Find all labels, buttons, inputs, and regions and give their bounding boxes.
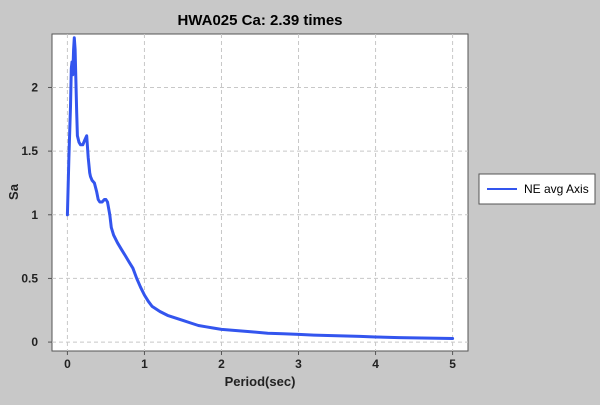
y-tick-label: 2 xyxy=(31,80,38,94)
legend-label: NE avg Axis xyxy=(524,182,589,196)
x-tick-label: 5 xyxy=(449,357,456,371)
series-layer xyxy=(65,36,455,340)
x-axis-title: Period(sec) xyxy=(225,374,296,389)
x-tick-label: 0 xyxy=(64,357,71,371)
x-tick-label: 1 xyxy=(141,357,148,371)
x-tick-label: 3 xyxy=(295,357,302,371)
grid-layer xyxy=(52,34,468,351)
y-tick-label: 1 xyxy=(31,208,38,222)
series-line xyxy=(65,36,455,340)
legend: NE avg Axis xyxy=(478,173,596,205)
plot-area xyxy=(51,33,469,352)
y-tick-label: 0 xyxy=(31,335,38,349)
x-tick-label: 4 xyxy=(372,357,379,371)
y-axis-title: Sa xyxy=(6,183,21,200)
y-tick-label: 1.5 xyxy=(21,144,38,158)
tick-layer: 0 1 2 3 4 5 0 0.5 1 1.5 2 xyxy=(21,80,456,371)
y-tick-label: 0.5 xyxy=(21,271,38,285)
chart-title: HWA025 Ca: 2.39 times xyxy=(177,12,342,29)
x-tick-label: 2 xyxy=(218,357,225,371)
